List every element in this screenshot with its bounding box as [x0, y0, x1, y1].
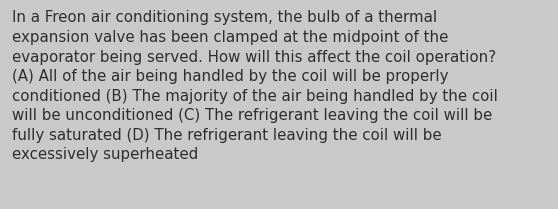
Text: In a Freon air conditioning system, the bulb of a thermal
expansion valve has be: In a Freon air conditioning system, the …	[12, 10, 498, 162]
